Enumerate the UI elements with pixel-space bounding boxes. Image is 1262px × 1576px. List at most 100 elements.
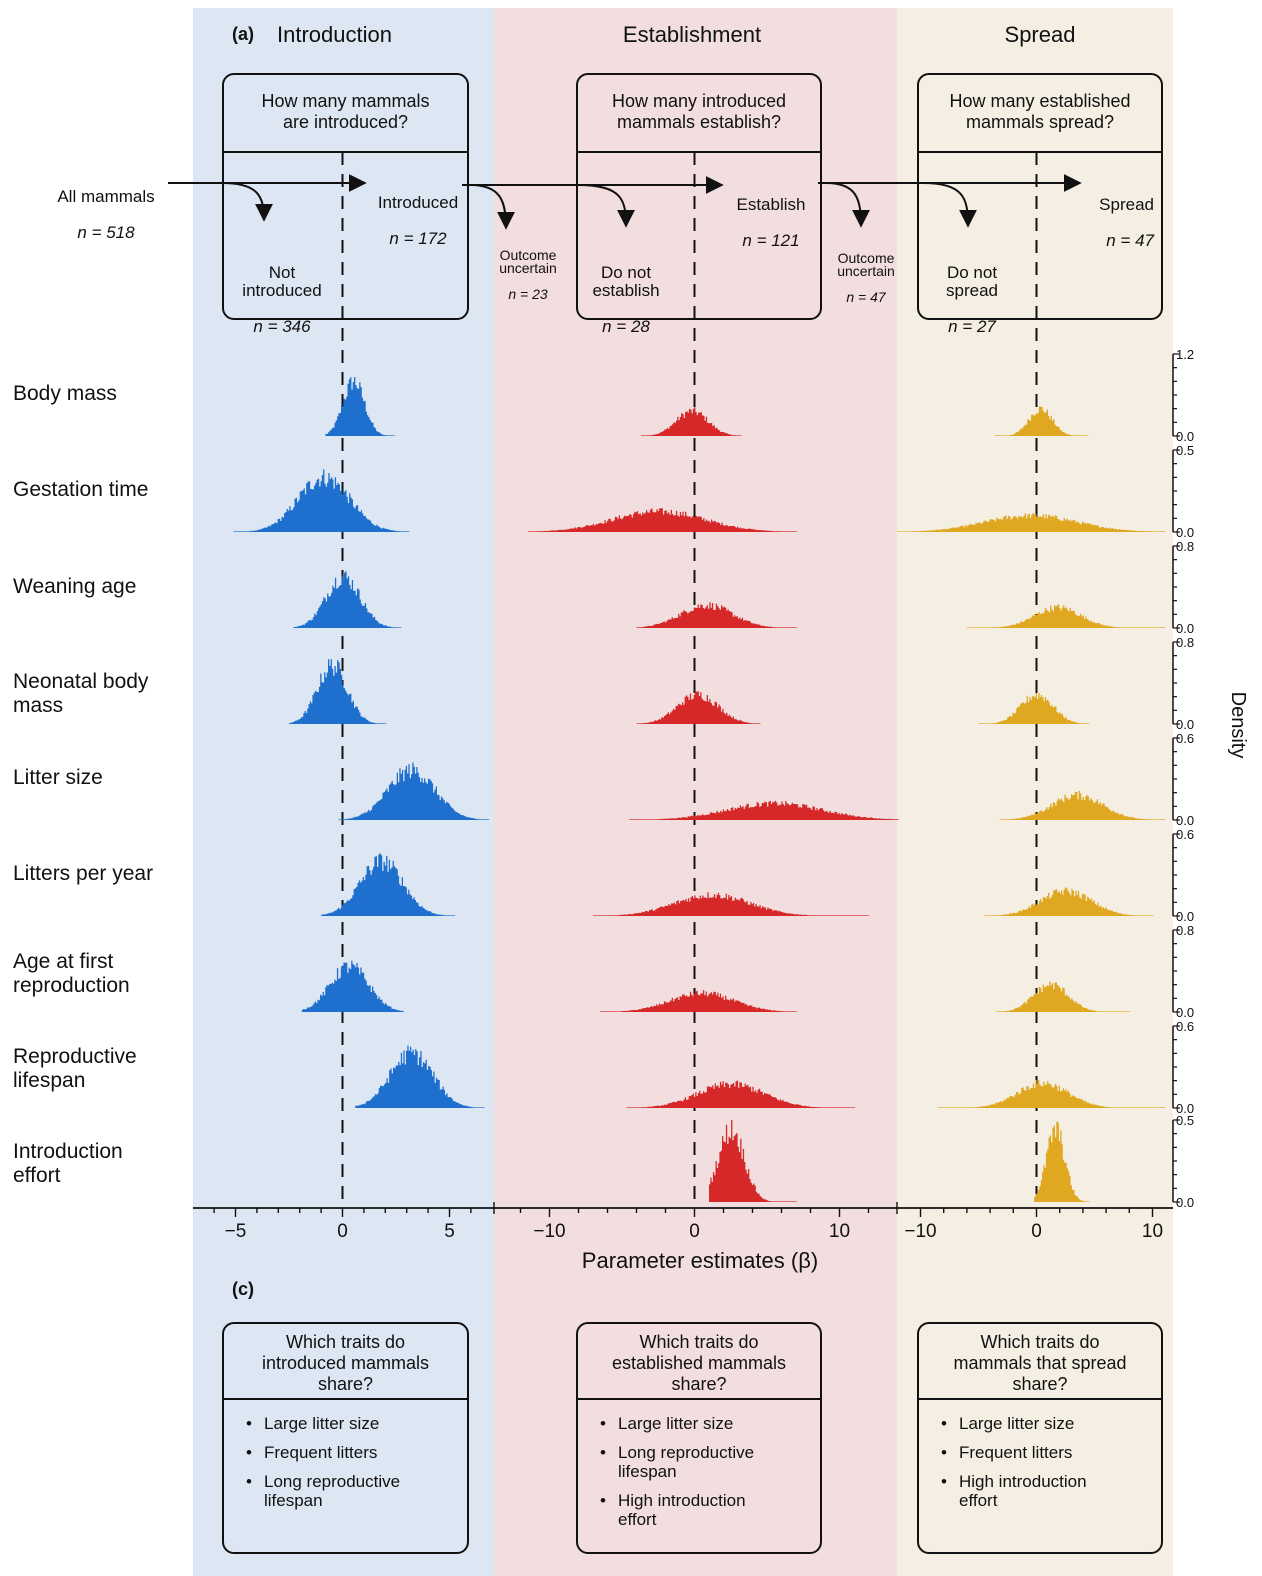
introduction-traits-list: Large litter size Frequent litters Long … bbox=[246, 1414, 459, 1520]
not-introduced-n: n = 346 bbox=[253, 317, 311, 336]
histogram-establishment bbox=[629, 800, 899, 820]
stage-title-establishment: Establishment bbox=[623, 22, 761, 47]
density-tick-label: 0.0 bbox=[1176, 621, 1194, 636]
outcome-uncertain-1-n: n = 23 bbox=[508, 286, 548, 302]
histogram-bars bbox=[636, 690, 761, 724]
histogram-bars bbox=[321, 853, 456, 916]
density-tick-label: 0.8 bbox=[1176, 539, 1194, 554]
trait-label: Age at first bbox=[13, 950, 114, 973]
establish-n: n = 121 bbox=[742, 231, 800, 250]
establishment-traits-list: Large litter size Long reproductive life… bbox=[600, 1414, 812, 1539]
trait-label: effort bbox=[13, 1164, 61, 1187]
histogram-spread bbox=[994, 406, 1089, 436]
introduction-traits-box: Which traits do introduced mammals share… bbox=[222, 1322, 469, 1554]
flow-arrow-not-spread bbox=[921, 182, 977, 228]
density-tick-label: 0.0 bbox=[1176, 525, 1194, 540]
all-mammals-text: All mammals bbox=[57, 187, 155, 206]
histogram-establishment bbox=[640, 407, 743, 436]
histogram-bars bbox=[233, 469, 411, 532]
density-tick-label: 0.0 bbox=[1176, 1005, 1194, 1020]
panel-a-label: (a) bbox=[232, 24, 254, 44]
histogram-introduction bbox=[293, 571, 402, 628]
trait-label: Neonatal body bbox=[13, 670, 149, 693]
histogram-spread bbox=[999, 790, 1166, 820]
density-axis-label: Density bbox=[1227, 692, 1249, 759]
not-spread-label: Do not spread n = 27 bbox=[936, 246, 1008, 354]
histogram-bars bbox=[301, 960, 404, 1012]
spread-question-box: How many established mammals spread? bbox=[917, 73, 1163, 320]
trait-item: Large litter size bbox=[941, 1414, 1153, 1433]
x-tick-label: −10 bbox=[904, 1221, 936, 1242]
trait-label: Weaning age bbox=[13, 575, 136, 598]
outcome-uncertain-2-n: n = 47 bbox=[846, 289, 886, 305]
introduced-label: Introduced n = 172 bbox=[371, 176, 465, 266]
histogram-bars bbox=[1034, 1121, 1090, 1202]
flow-arrow-uncertain-1 bbox=[469, 184, 515, 230]
panel-c-label: (c) bbox=[232, 1279, 254, 1299]
histogram-bars bbox=[709, 1120, 798, 1202]
trait-label: Litter size bbox=[13, 766, 103, 789]
histogram-bars bbox=[626, 1080, 856, 1108]
introduction-traits-question: Which traits do introduced mammals share… bbox=[224, 1324, 467, 1400]
not-spread-n: n = 27 bbox=[948, 317, 996, 336]
density-tick-label: 0.0 bbox=[1176, 717, 1194, 732]
histogram-spread bbox=[966, 604, 1166, 628]
histogram-spread bbox=[978, 693, 1090, 724]
histogram-spread bbox=[1034, 1121, 1090, 1202]
trait-label: mass bbox=[13, 694, 63, 717]
histogram-bars bbox=[640, 407, 743, 436]
histogram-introduction bbox=[321, 853, 456, 916]
spread-question: How many established mammals spread? bbox=[919, 75, 1161, 153]
x-tick-label: 0 bbox=[337, 1221, 348, 1242]
histogram-spread bbox=[937, 1079, 1166, 1108]
trait-label: lifespan bbox=[13, 1069, 85, 1092]
density-tick-label: 0.6 bbox=[1176, 827, 1194, 842]
histogram-bars bbox=[355, 1045, 485, 1108]
trait-item: Large litter size bbox=[600, 1414, 812, 1433]
establishment-question: How many introduced mammals establish? bbox=[578, 75, 820, 153]
histogram-bars bbox=[897, 513, 1166, 532]
trait-item: High introduction effort bbox=[600, 1491, 812, 1529]
x-axis-label: Parameter estimates (β) bbox=[582, 1248, 818, 1273]
histogram-bars bbox=[966, 604, 1166, 628]
trait-label: Introduction bbox=[13, 1140, 123, 1163]
introduced-n: n = 172 bbox=[389, 229, 447, 248]
stage-title-spread: Spread bbox=[1005, 22, 1076, 47]
establish-text: Establish bbox=[736, 195, 806, 214]
x-tick-label: 10 bbox=[829, 1221, 850, 1242]
x-tick-label: 10 bbox=[1142, 1221, 1163, 1242]
stage-band-spread bbox=[897, 8, 1173, 1576]
x-tick-label: −10 bbox=[533, 1221, 565, 1242]
trait-item: Large litter size bbox=[246, 1414, 459, 1433]
introduction-question: How many mammals are introduced? bbox=[224, 75, 467, 153]
not-introduced-text: Not introduced bbox=[242, 263, 322, 300]
histogram-bars bbox=[636, 602, 798, 628]
histogram-bars bbox=[978, 693, 1090, 724]
density-tick-label: 0.8 bbox=[1176, 635, 1194, 650]
all-mammals-n: n = 518 bbox=[77, 223, 135, 242]
not-establish-label: Do not establish n = 28 bbox=[586, 246, 666, 354]
density-tick-label: 0.6 bbox=[1176, 1019, 1194, 1034]
histogram-introduction bbox=[338, 762, 490, 820]
establishment-question-box: How many introduced mammals establish? bbox=[576, 73, 822, 320]
histogram-bars bbox=[600, 990, 798, 1012]
histogram-introduction bbox=[355, 1045, 485, 1108]
density-tick-label: 0.0 bbox=[1176, 1195, 1194, 1210]
establish-label: Establish n = 121 bbox=[727, 178, 815, 268]
outcome-uncertain-1-text: Outcome uncertain bbox=[499, 247, 557, 276]
x-tick-label: −5 bbox=[225, 1221, 247, 1242]
histogram-establishment bbox=[626, 1080, 856, 1108]
histogram-bars bbox=[289, 659, 387, 724]
histogram-introduction bbox=[233, 469, 411, 532]
histogram-establishment bbox=[527, 508, 798, 532]
histogram-bars bbox=[325, 377, 396, 436]
establishment-traits-box: Which traits do established mammals shar… bbox=[576, 1322, 822, 1554]
x-tick-label: 0 bbox=[689, 1221, 700, 1242]
trait-label: reproduction bbox=[13, 974, 130, 997]
trait-item: Frequent litters bbox=[941, 1443, 1153, 1462]
histogram-bars bbox=[999, 790, 1166, 820]
histogram-bars bbox=[593, 892, 870, 916]
histogram-establishment bbox=[593, 892, 870, 916]
spread-text: Spread bbox=[1099, 195, 1154, 214]
